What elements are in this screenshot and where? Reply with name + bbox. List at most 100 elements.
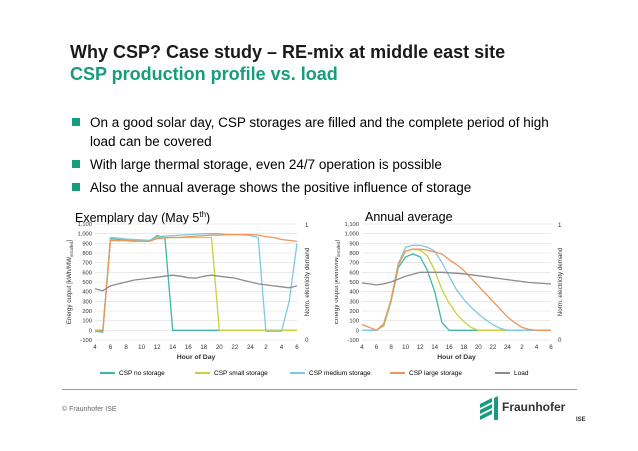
series-line <box>362 253 551 331</box>
x-tick-label: 24 <box>247 344 254 351</box>
x-tick-label: 22 <box>231 344 238 351</box>
x-tick-label: 22 <box>489 344 496 351</box>
footer-divider <box>62 389 577 390</box>
y-tick-label: -100 <box>80 338 92 344</box>
chart-caption-sup: th <box>199 210 207 219</box>
x-tick-label: 14 <box>169 344 176 351</box>
x-tick-label: 8 <box>389 344 393 351</box>
logo-subtext: ISE <box>576 417 586 423</box>
y-tick-label: 700 <box>82 261 92 267</box>
y-tick-label: 0 <box>356 328 359 334</box>
y-axis-label: Energy output [kWh/MWinstalled] <box>66 240 74 324</box>
y-axis-label-sub: installed <box>69 241 74 257</box>
legend-item: CSP medium storage <box>290 370 371 377</box>
y-tick-label: 1,100 <box>344 222 359 228</box>
bullet-square-icon <box>72 118 80 126</box>
y2-tick-label: 0 <box>305 337 309 344</box>
y2-tick-label: 0 <box>558 337 562 344</box>
x-tick-label: 24 <box>504 344 511 351</box>
bullet-item: On a good solar day, CSP storages are fi… <box>72 113 572 151</box>
legend-swatch <box>100 372 115 375</box>
y-axis-label-main: Energy output [kWh/MW <box>66 257 73 324</box>
y-tick-label: 300 <box>349 299 359 305</box>
y-tick-label: 100 <box>349 319 359 325</box>
x-tick-label: 18 <box>460 344 467 351</box>
series-line <box>361 248 551 331</box>
x-tick-label: 6 <box>109 344 113 351</box>
fraunhofer-logo: Fraunhofer ISE <box>480 396 586 423</box>
bullet-square-icon <box>72 160 80 168</box>
bullet-item: With large thermal storage, even 24/7 op… <box>72 155 572 174</box>
y-tick-label: 700 <box>349 261 359 267</box>
x-tick-label: 12 <box>417 344 424 351</box>
x-tick-label: 12 <box>154 344 161 351</box>
x-tick-label: 16 <box>446 344 453 351</box>
y-tick-label: 0 <box>89 328 92 334</box>
x-tick-label: 6 <box>295 344 299 351</box>
y-tick-label: 900 <box>82 241 92 247</box>
y-tick-label: 200 <box>82 309 92 315</box>
y2-axis-label: Norm. electricity demand <box>557 247 564 316</box>
y-tick-label: 400 <box>82 290 92 296</box>
x-tick-label: 2 <box>520 344 524 351</box>
legend-item: CSP no storage <box>100 370 165 377</box>
bullet-text: On a good solar day, CSP storages are fi… <box>90 115 549 149</box>
y-axis-label-main: Energy output [kWh/MW <box>335 257 340 324</box>
y-tick-label: 800 <box>349 251 359 257</box>
y-tick-label: 800 <box>82 251 92 257</box>
y-axis-label: Energy output [kWh/MWinstalled] <box>335 240 341 324</box>
y-tick-label: 300 <box>82 299 92 305</box>
y-tick-label: 600 <box>349 270 359 276</box>
series-line <box>361 271 552 286</box>
legend-swatch <box>390 372 405 375</box>
slide-subtitle: CSP production profile vs. load <box>70 64 338 84</box>
legend-label: CSP large storage <box>409 370 462 377</box>
y-tick-label: 1,100 <box>77 222 92 228</box>
chart-exemplary-day: -10001002003004005006007008009001,0001,1… <box>66 222 311 361</box>
legend-label: CSP small storage <box>214 370 268 377</box>
y-tick-label: -100 <box>347 338 359 344</box>
x-tick-label: 4 <box>93 344 97 351</box>
x-axis-label: Hour of Day <box>437 354 476 361</box>
y-tick-label: 400 <box>349 290 359 296</box>
fraunhofer-logo-icon <box>480 396 498 420</box>
x-tick-label: 16 <box>185 344 192 351</box>
series-line <box>95 233 298 332</box>
chart-legend: CSP no storage CSP small storage CSP med… <box>100 370 550 382</box>
x-tick-label: 8 <box>124 344 128 351</box>
x-axis-label: Hour of Day <box>177 354 216 361</box>
y-tick-label: 500 <box>82 280 92 286</box>
y-tick-label: 1,000 <box>344 232 359 238</box>
y2-tick-label: 1 <box>305 222 309 229</box>
legend-label: CSP no storage <box>119 370 165 377</box>
bullet-text: Also the annual average shows the positi… <box>90 180 472 195</box>
footer-copyright: © Fraunhofer ISE <box>62 406 117 413</box>
x-tick-label: 6 <box>375 344 379 351</box>
x-tick-label: 2 <box>264 344 268 351</box>
bullet-square-icon <box>72 183 80 191</box>
x-tick-label: 18 <box>200 344 207 351</box>
legend-swatch <box>195 372 210 375</box>
chart-caption-end: ) <box>206 211 211 226</box>
chart-annual-average: -10001002003004005006007008009001,0001,1… <box>335 222 564 361</box>
x-tick-label: 20 <box>216 344 223 351</box>
y2-tick-label: 1 <box>558 222 562 229</box>
y-axis-label-sub: installed <box>336 241 341 257</box>
y-tick-label: 1,000 <box>77 232 92 238</box>
series-line <box>94 233 298 333</box>
series-line <box>94 274 298 292</box>
x-tick-label: 10 <box>402 344 409 351</box>
legend-label: Load <box>514 370 529 377</box>
x-tick-label: 6 <box>549 344 553 351</box>
legend-item: CSP small storage <box>195 370 268 377</box>
bullet-list: On a good solar day, CSP storages are fi… <box>72 113 572 201</box>
chart-caption-text: Exemplary day (May 5 <box>75 211 200 226</box>
x-tick-label: 4 <box>535 344 539 351</box>
x-tick-label: 10 <box>138 344 145 351</box>
y-axis-label-end: ] <box>66 240 73 242</box>
y-tick-label: 100 <box>82 319 92 325</box>
x-tick-label: 4 <box>280 344 284 351</box>
y-tick-label: 500 <box>349 280 359 286</box>
x-tick-label: 20 <box>475 344 482 351</box>
legend-label: CSP medium storage <box>309 370 371 377</box>
